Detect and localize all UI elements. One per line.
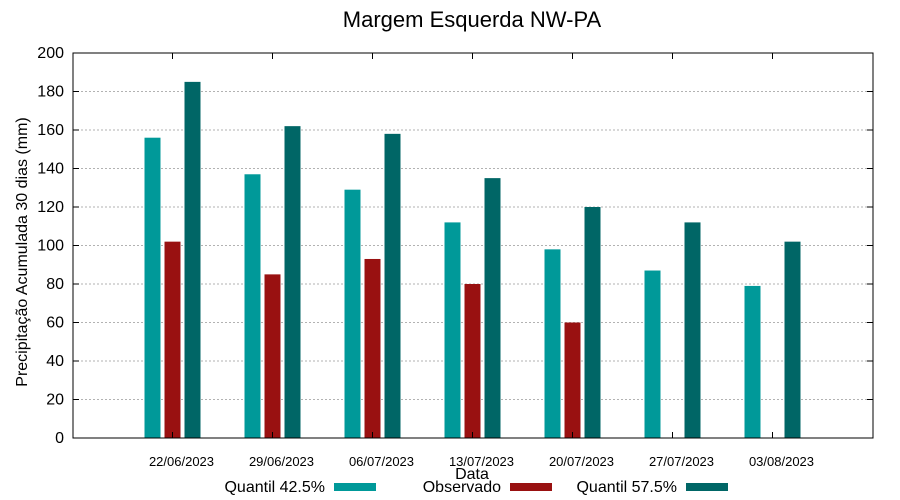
y-tick-label: 200 xyxy=(37,45,64,62)
y-tick-label: 100 xyxy=(37,238,64,255)
bar-observado xyxy=(364,258,381,438)
y-tick-label: 60 xyxy=(46,315,64,332)
y-axis-ticks: 0 20 40 60 80 100 120 140 160 180 200 xyxy=(37,45,873,447)
x-tick-label: 13/07/2023 xyxy=(449,454,514,469)
bar-observado xyxy=(464,284,481,438)
y-tick-label: 40 xyxy=(46,353,64,370)
y-tick-label: 80 xyxy=(46,276,64,293)
y-tick-label: 140 xyxy=(37,161,64,178)
bar-quantil-57-5- xyxy=(684,222,701,438)
y-tick-label: 0 xyxy=(55,430,64,447)
chart-title: Margem Esquerda NW-PA xyxy=(343,7,602,32)
legend: Quantil 42.5% Observado Quantil 57.5% xyxy=(224,479,728,496)
legend-label: Observado xyxy=(423,479,501,496)
bar-quantil-42-5- xyxy=(444,222,461,438)
y-axis-label: Precipitação Acumulada 30 dias (mm) xyxy=(14,117,31,386)
legend-label: Quantil 57.5% xyxy=(576,479,677,496)
bar-observado xyxy=(264,274,281,438)
bar-quantil-42-5- xyxy=(244,174,261,438)
bar-quantil-42-5- xyxy=(144,137,161,438)
x-tick-label: 27/07/2023 xyxy=(649,454,714,469)
x-tick-label: 06/07/2023 xyxy=(349,454,414,469)
bar-observado xyxy=(564,322,581,438)
bar-quantil-42-5- xyxy=(644,270,661,438)
legend-swatch xyxy=(334,483,376,491)
legend-swatch xyxy=(510,483,552,491)
bar-quantil-57-5- xyxy=(584,207,601,438)
bar-observado xyxy=(164,241,181,438)
y-tick-label: 20 xyxy=(46,392,64,409)
x-tick-label: 22/06/2023 xyxy=(149,454,214,469)
x-tick-label: 29/06/2023 xyxy=(249,454,314,469)
x-axis-ticks: 22/06/2023 29/06/2023 06/07/2023 13/07/2023… xyxy=(149,53,814,469)
x-axis-label: Data xyxy=(455,466,489,483)
legend-label: Quantil 42.5% xyxy=(224,479,325,496)
legend-swatch xyxy=(686,483,728,491)
bar-quantil-57-5- xyxy=(384,133,401,438)
bar-quantil-42-5- xyxy=(344,189,361,438)
y-tick-label: 160 xyxy=(37,122,64,139)
x-tick-label: 03/08/2023 xyxy=(749,454,814,469)
bar-quantil-57-5- xyxy=(284,126,301,439)
x-tick-label: 20/07/2023 xyxy=(549,454,614,469)
y-tick-label: 180 xyxy=(37,84,64,101)
bar-quantil-57-5- xyxy=(184,81,201,438)
bar-quantil-57-5- xyxy=(484,178,501,438)
bar-quantil-42-5- xyxy=(544,249,561,438)
bar-quantil-57-5- xyxy=(784,241,801,438)
y-tick-label: 120 xyxy=(37,199,64,216)
bars xyxy=(144,81,801,439)
bar-quantil-42-5- xyxy=(744,285,761,438)
